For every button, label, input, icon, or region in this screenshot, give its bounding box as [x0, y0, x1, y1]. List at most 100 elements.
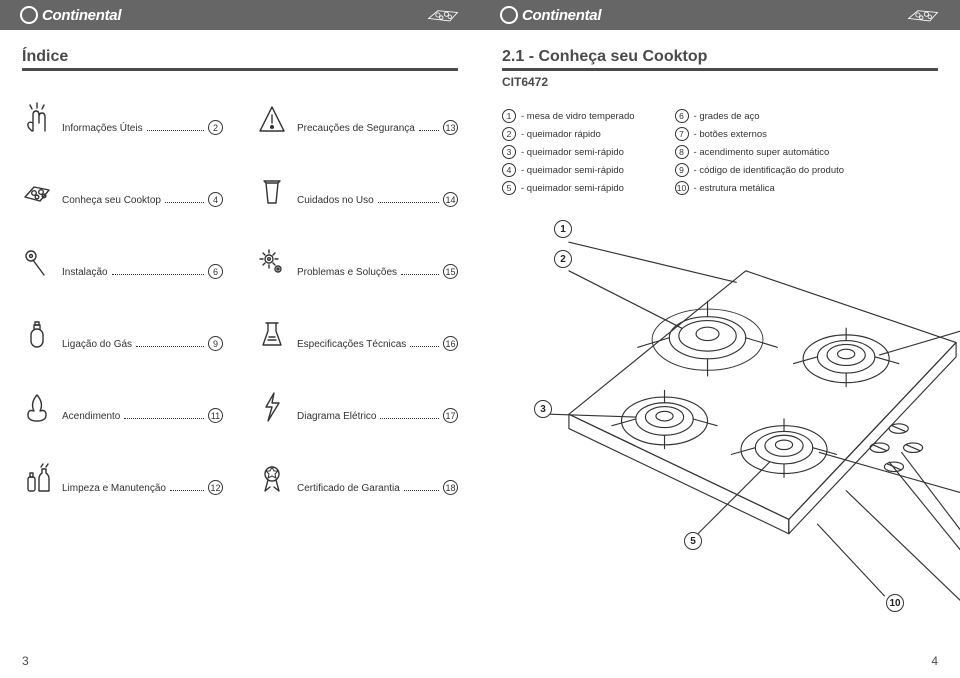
index-entry: Conheça seu Cooktop 4 — [62, 192, 223, 207]
legend-row: 8 - acendimento super automático — [675, 145, 845, 159]
legend-number: 6 — [675, 109, 689, 123]
legend-row: 1 - mesa de vidro temperado — [502, 109, 635, 123]
page-spread: Continental Índice Informações Úteis 2 — [0, 0, 960, 678]
legend-text: - queimador semi-rápido — [521, 165, 624, 176]
legend-text: - código de identificação do produto — [694, 165, 845, 176]
callout-3: 3 — [534, 400, 552, 418]
legend-number: 7 — [675, 127, 689, 141]
index-item: Conheça seu Cooktop 4 — [22, 173, 223, 207]
leader-dots — [380, 418, 439, 419]
legend-text: - queimador rápido — [521, 129, 601, 140]
legend-number: 5 — [502, 181, 516, 195]
leader-dots — [170, 490, 204, 491]
cooktop-diagram: 1 2 3 4 5 6 7 8 10 9 — [502, 200, 960, 638]
leader-dots — [401, 274, 439, 275]
legend-text: - grades de aço — [694, 111, 760, 122]
legend-text: - acendimento super automático — [694, 147, 830, 158]
index-item: Diagrama Elétrico 17 — [257, 389, 458, 423]
leader-dots — [124, 418, 204, 419]
legend-text: - mesa de vidro temperado — [521, 111, 635, 122]
cooktop-mini-icon — [426, 6, 460, 24]
legend-row: 3- queimador semi-rápido — [502, 145, 635, 159]
index-label: Conheça seu Cooktop — [62, 195, 161, 206]
callout-10: 10 — [886, 594, 904, 612]
bolt-icon — [257, 389, 287, 423]
index-item: Problemas e Soluções 15 — [257, 245, 458, 279]
leader-dots — [136, 346, 204, 347]
index-entry: Acendimento 11 — [62, 408, 223, 423]
index-item: Ligação do Gás 9 — [22, 317, 223, 351]
index-label: Especificações Técnicas — [297, 339, 406, 350]
legend: 1 - mesa de vidro temperado 2- queimador r… — [502, 109, 938, 195]
gear-icon — [257, 245, 287, 279]
index-item: Precauções de Segurança 13 — [257, 101, 458, 135]
index-entry: Instalação 6 — [62, 264, 223, 279]
index-page: 2 — [208, 120, 223, 135]
index-entry: Especificações Técnicas 16 — [297, 336, 458, 351]
legend-text: - queimador semi-rápido — [521, 147, 624, 158]
index-page: 11 — [208, 408, 223, 423]
index-item: Limpeza e Manutenção 12 — [22, 461, 223, 495]
index-grid: Informações Úteis 2 Precauções de Segura… — [22, 101, 458, 495]
legend-row: 7 - botões externos — [675, 127, 845, 141]
legend-number: 1 — [502, 109, 516, 123]
legend-row: 9 - código de identificação do produto — [675, 163, 845, 177]
header-bar-left: Continental — [0, 0, 480, 30]
index-label: Certificado de Garantia — [297, 483, 400, 494]
index-entry: Informações Úteis 2 — [62, 120, 223, 135]
callout-5: 5 — [684, 532, 702, 550]
legend-number: 8 — [675, 145, 689, 159]
warn-icon — [257, 101, 287, 135]
index-page: 13 — [443, 120, 458, 135]
index-page: 6 — [208, 264, 223, 279]
legend-col-right: 6 - grades de aço 7 - botões externos 8 - ace… — [675, 109, 845, 195]
index-label: Informações Úteis — [62, 123, 143, 134]
index-page: 15 — [443, 264, 458, 279]
index-page: 16 — [443, 336, 458, 351]
leader-dots — [410, 346, 439, 347]
index-item: Especificações Técnicas 16 — [257, 317, 458, 351]
page-number: 4 — [931, 654, 938, 668]
index-entry: Problemas e Soluções 15 — [297, 264, 458, 279]
index-entry: Limpeza e Manutenção 12 — [62, 480, 223, 495]
cooktop-icon — [22, 173, 52, 207]
legend-number: 9 — [675, 163, 689, 177]
cup-icon — [257, 173, 287, 207]
tool-icon — [22, 245, 52, 279]
index-item: Informações Úteis 2 — [22, 101, 223, 135]
flame-icon — [22, 389, 52, 423]
section-title: 2.1 - Conheça seu Cooktop — [502, 48, 938, 71]
index-label: Acendimento — [62, 411, 120, 422]
left-page: Continental Índice Informações Úteis 2 — [0, 0, 480, 678]
index-item: Acendimento 11 — [22, 389, 223, 423]
leader-dots — [419, 130, 439, 131]
beaker-icon — [257, 317, 287, 351]
index-label: Limpeza e Manutenção — [62, 483, 166, 494]
page-title: Índice — [22, 48, 458, 71]
page-number: 3 — [22, 654, 29, 668]
callout-1: 1 — [554, 220, 572, 238]
leader-dots — [147, 130, 204, 131]
brand-logo: Continental — [500, 6, 601, 24]
index-page: 18 — [443, 480, 458, 495]
legend-row: 6 - grades de aço — [675, 109, 845, 123]
legend-row: 5- queimador semi-rápido — [502, 181, 635, 195]
index-label: Diagrama Elétrico — [297, 411, 376, 422]
legend-text: - botões externos — [694, 129, 767, 140]
index-label: Precauções de Segurança — [297, 123, 415, 134]
index-label: Ligação do Gás — [62, 339, 132, 350]
legend-row: 4- queimador semi-rápido — [502, 163, 635, 177]
legend-row: 2- queimador rápido — [502, 127, 635, 141]
hand-icon — [22, 101, 52, 135]
tank-icon — [22, 317, 52, 351]
index-page: 9 — [208, 336, 223, 351]
index-item: Cuidados no Uso 14 — [257, 173, 458, 207]
index-entry: Cuidados no Uso 14 — [297, 192, 458, 207]
index-entry: Diagrama Elétrico 17 — [297, 408, 458, 423]
index-label: Problemas e Soluções — [297, 267, 397, 278]
model-code: CIT6472 — [502, 75, 938, 89]
leader-dots — [165, 202, 204, 203]
index-entry: Certificado de Garantia 18 — [297, 480, 458, 495]
brand-name: Continental — [42, 7, 121, 24]
index-page: 4 — [208, 192, 223, 207]
